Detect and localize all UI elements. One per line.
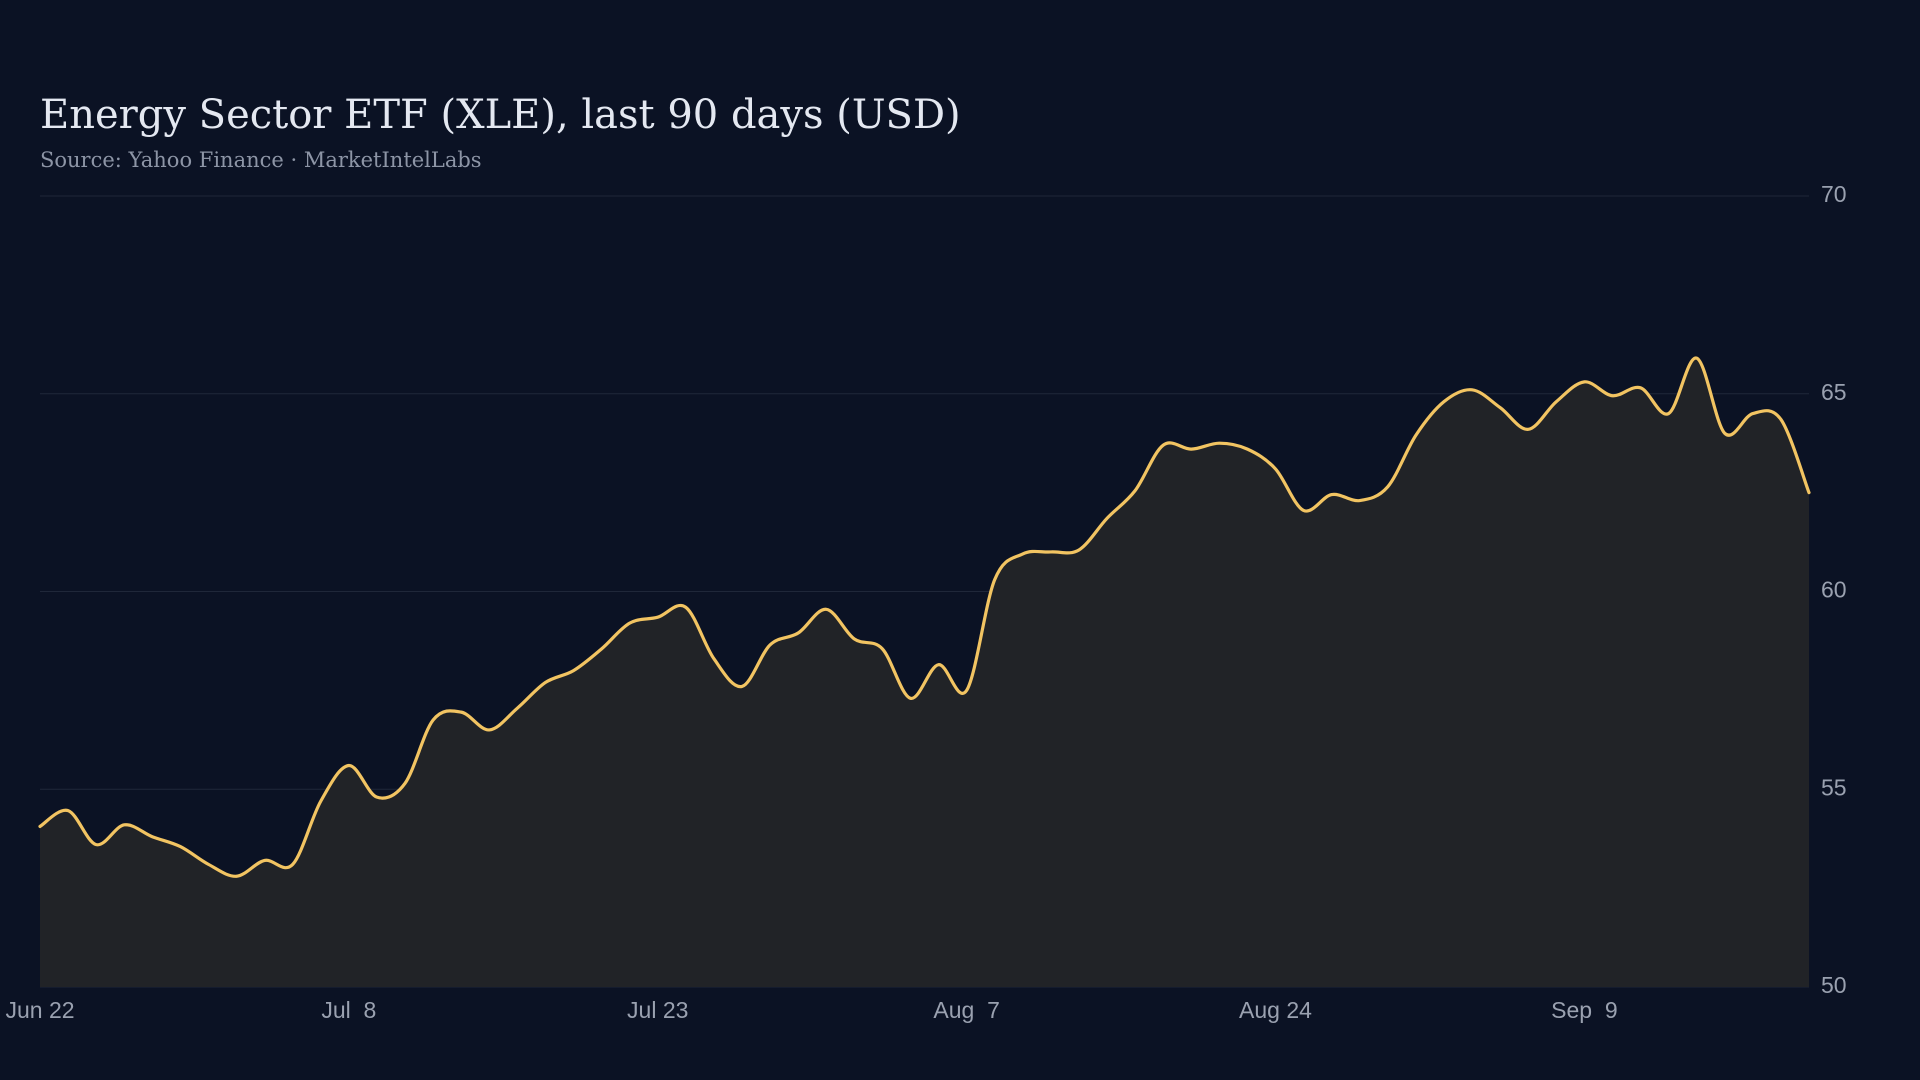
chart-title: Energy Sector ETF (XLE), last 90 days (U… xyxy=(40,92,961,138)
y-tick-label: 55 xyxy=(1821,774,1847,800)
x-tick-label: Jun 22 xyxy=(5,997,74,1023)
chart-subtitle: Source: Yahoo Finance · MarketIntelLabs xyxy=(40,148,482,172)
y-tick-label: 65 xyxy=(1821,379,1847,405)
x-tick-label: Sep 9 xyxy=(1551,997,1618,1023)
price-line xyxy=(38,356,1811,878)
y-tick-label: 50 xyxy=(1821,972,1847,998)
area-fill xyxy=(40,358,1809,987)
x-tick-label: Jul 23 xyxy=(627,997,688,1023)
x-tick-label: Jul 8 xyxy=(321,997,376,1023)
x-tick-label: Aug 24 xyxy=(1239,997,1312,1023)
y-tick-label: 60 xyxy=(1821,577,1847,603)
x-tick-label: Aug 7 xyxy=(933,997,1000,1023)
y-tick-label: 70 xyxy=(1821,181,1847,207)
